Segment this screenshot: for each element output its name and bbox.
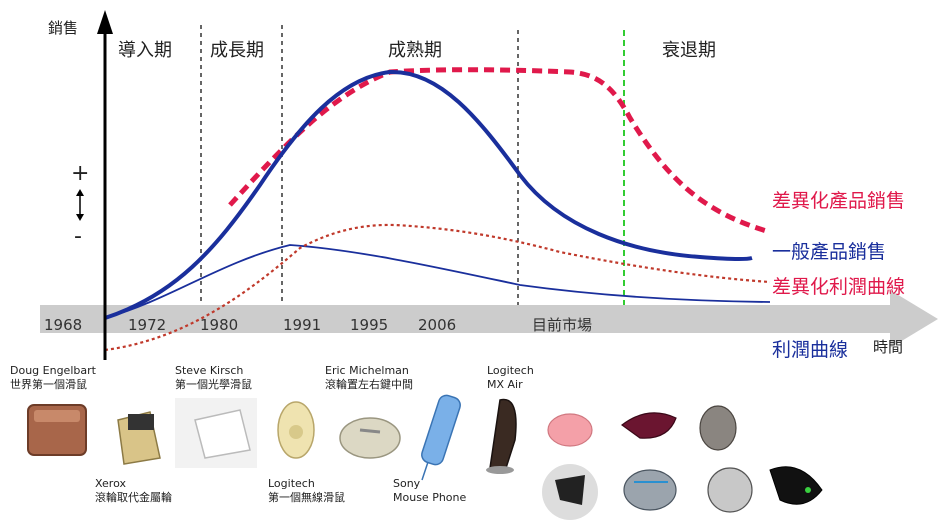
y-axis-label: 銷售	[48, 19, 78, 37]
gaming-mouse-image	[769, 466, 823, 505]
stage-growth: 成長期	[210, 40, 264, 61]
michelman-desc: 滾輪置左右鍵中間	[325, 377, 413, 391]
engelbart-mouse-image	[27, 404, 87, 456]
stage-maturity: 成熟期	[388, 40, 442, 61]
stage-intro: 導入期	[118, 40, 172, 61]
x-axis-label: 時間	[873, 338, 903, 356]
year-1995: 1995	[350, 316, 388, 334]
xerox-desc: 滾輪取代金屬輪	[95, 490, 172, 504]
kirsch-name: Steve Kirsch	[175, 364, 243, 377]
grey-mouse-image	[699, 405, 737, 451]
mxair-name: Logitech	[487, 364, 534, 377]
year-1972: 1972	[128, 316, 166, 334]
legend-profit: 利潤曲線	[772, 339, 848, 361]
pink-mouse-image	[547, 413, 593, 447]
plus-sign: +	[71, 161, 89, 186]
legend-diff-profit: 差異化利潤曲線	[772, 276, 905, 298]
year-1968: 1968	[44, 316, 82, 334]
mxair-mouse-image	[486, 398, 517, 474]
sony-desc: Mouse Phone	[393, 491, 466, 504]
diff-sales-curve	[228, 67, 771, 235]
michelman-mouse-image	[339, 417, 401, 459]
year-1991: 1991	[283, 316, 321, 334]
time-axis-arrow	[40, 290, 938, 348]
sales-curve	[104, 69, 753, 320]
logitech-wireless-desc: 第一個無線滑鼠	[268, 490, 345, 504]
engelbart-name: Doug Engelbart	[10, 364, 97, 377]
profit-curve	[104, 244, 771, 319]
y-axis-arrowhead	[97, 10, 113, 34]
silver-mouse-image	[707, 467, 753, 513]
legend-diff-sales: 差異化產品銷售	[772, 190, 905, 212]
down-arrow-icon	[76, 214, 84, 221]
legend-normal-sales: 一般產品銷售	[772, 241, 886, 263]
logitech-wireless-mouse-image	[277, 401, 315, 459]
stage-decline: 衰退期	[662, 40, 716, 61]
year-current-market: 目前市場	[532, 316, 592, 334]
grey-silver-mouse-image	[623, 469, 677, 511]
xerox-name: Xerox	[95, 477, 126, 490]
sony-mouse-phone-image	[421, 394, 461, 481]
up-arrow-icon	[76, 189, 84, 196]
year-2006: 2006	[418, 316, 456, 334]
minus-sign: -	[74, 224, 82, 249]
arc-mouse-image	[620, 412, 677, 439]
click-mouse-image	[542, 464, 598, 520]
sony-name: Sony	[393, 477, 421, 490]
year-1980: 1980	[200, 316, 238, 334]
kirsch-mouse-image	[175, 398, 257, 468]
kirsch-desc: 第一個光學滑鼠	[175, 377, 252, 391]
xerox-mouse-image	[117, 411, 161, 465]
engelbart-desc: 世界第一個滑鼠	[10, 377, 87, 391]
mxair-desc: MX Air	[487, 378, 523, 391]
logitech-wireless-name: Logitech	[268, 477, 315, 490]
michelman-name: Eric Michelman	[325, 364, 409, 377]
